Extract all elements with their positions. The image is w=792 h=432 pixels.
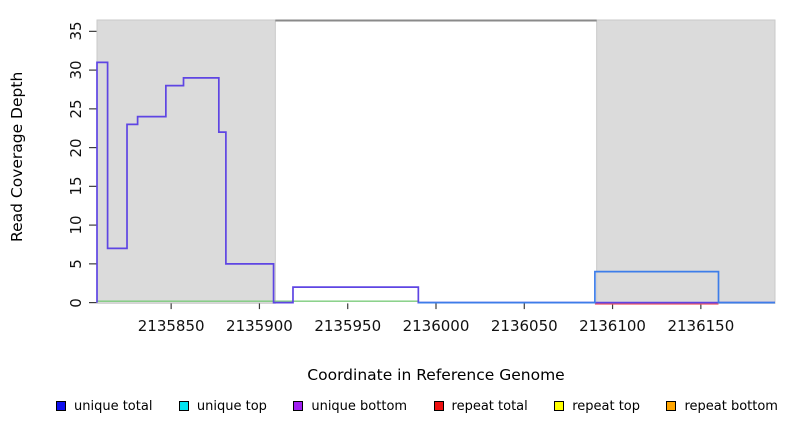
unique-bottom-swatch-icon xyxy=(293,401,304,411)
legend-label: repeat top xyxy=(572,398,640,414)
y-tick-label: 30 xyxy=(67,60,85,80)
shaded-region xyxy=(96,19,276,304)
y-tick-label: 35 xyxy=(67,21,85,41)
y-tick-label: 15 xyxy=(67,176,85,196)
x-axis-title: Coordinate in Reference Genome xyxy=(307,366,565,384)
legend: unique total unique top unique bottom re… xyxy=(56,396,778,416)
shaded-region xyxy=(596,19,776,304)
x-tick-label: 2135850 xyxy=(137,317,205,335)
legend-item-unique-bottom: unique bottom xyxy=(293,399,407,414)
y-tick-label: 10 xyxy=(67,215,85,235)
legend-label: repeat total xyxy=(451,398,528,414)
legend-item-repeat-total: repeat total xyxy=(433,398,528,414)
unique-top-swatch-icon xyxy=(178,401,189,411)
repeat-bottom-swatch-icon xyxy=(666,401,677,411)
repeat-total-swatch-icon xyxy=(433,401,444,411)
y-axis-title: Read Coverage Depth xyxy=(8,71,26,242)
x-tick-label: 2136000 xyxy=(402,317,470,335)
x-tick-label: 2136100 xyxy=(579,317,646,335)
y-tick-label: 25 xyxy=(67,99,85,119)
x-tick-label: 2135950 xyxy=(314,317,382,335)
y-tick-label: 20 xyxy=(67,138,85,158)
legend-item-unique-top: unique top xyxy=(178,398,267,414)
legend-label: unique total xyxy=(74,398,153,414)
legend-label: repeat bottom xyxy=(684,398,778,414)
legend-label: unique bottom xyxy=(311,398,408,414)
legend-item-repeat-bottom: repeat bottom xyxy=(666,399,778,414)
legend-label: unique top xyxy=(196,398,267,414)
x-tick-label: 2136150 xyxy=(667,317,735,335)
repeat-top-swatch-icon xyxy=(554,401,565,411)
x-tick-label: 2135900 xyxy=(226,317,293,335)
legend-item-repeat-top: repeat top xyxy=(554,399,640,414)
y-tick-label: 5 xyxy=(67,259,85,269)
x-tick-label: 2136050 xyxy=(490,317,558,335)
unique-total-swatch-icon xyxy=(56,401,66,411)
legend-item-unique-total: unique total xyxy=(56,399,152,414)
y-tick-label: 0 xyxy=(67,297,85,308)
series-unique-total-box xyxy=(418,270,775,304)
series-unique-coverage-step xyxy=(96,61,775,304)
